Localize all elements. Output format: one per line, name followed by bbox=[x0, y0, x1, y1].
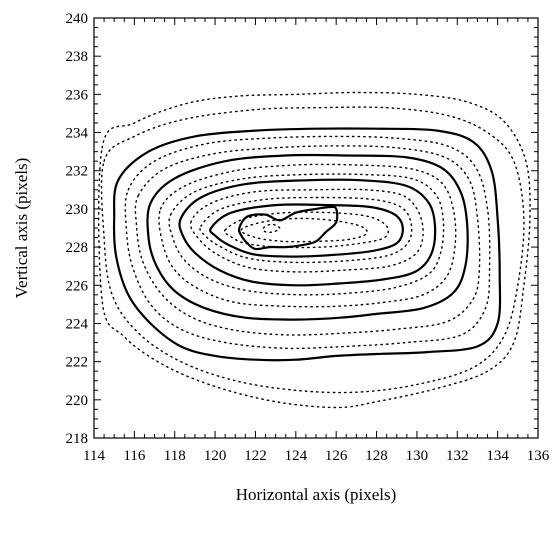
x-axis-title: Horizontal axis (pixels) bbox=[236, 485, 397, 504]
contour-3-solid bbox=[112, 127, 502, 362]
contour-14-dotted bbox=[240, 217, 368, 243]
contour-1-dotted bbox=[97, 91, 531, 409]
contour-13-dotted bbox=[223, 211, 390, 249]
y-tick-label: 232 bbox=[66, 164, 89, 180]
x-tick-label: 136 bbox=[527, 448, 550, 464]
y-tick-label: 234 bbox=[66, 126, 89, 142]
contour-5-dotted bbox=[134, 145, 481, 336]
x-tick-label: 130 bbox=[406, 448, 429, 464]
x-tick-label: 126 bbox=[325, 448, 348, 464]
y-tick-label: 236 bbox=[66, 87, 89, 103]
y-tick-label: 222 bbox=[66, 355, 89, 371]
x-tick-label: 132 bbox=[446, 448, 469, 464]
y-tick-label: 226 bbox=[66, 278, 89, 294]
x-tick-label: 124 bbox=[285, 448, 308, 464]
y-tick-label: 228 bbox=[66, 240, 89, 256]
contour-15-solid bbox=[237, 205, 339, 251]
x-tick-label: 134 bbox=[486, 448, 509, 464]
y-tick-label: 218 bbox=[66, 431, 89, 447]
x-tick-label: 122 bbox=[244, 448, 267, 464]
contour-9-solid bbox=[178, 178, 437, 287]
y-tick-label: 230 bbox=[66, 202, 89, 218]
contour-11-dotted bbox=[199, 196, 413, 264]
x-tick-label: 128 bbox=[365, 448, 388, 464]
plot-frame bbox=[93, 17, 539, 439]
axis-ticks bbox=[93, 17, 539, 439]
contour-8-dotted bbox=[168, 173, 445, 296]
x-tick-label: 120 bbox=[204, 448, 227, 464]
y-tick-label: 224 bbox=[66, 316, 89, 332]
contour-10-dotted bbox=[189, 188, 424, 273]
contour-12-solid bbox=[209, 203, 404, 258]
y-tick-label: 240 bbox=[66, 11, 89, 27]
x-tick-label: 116 bbox=[123, 448, 145, 464]
contour-16-dotted bbox=[262, 223, 281, 234]
contour-4-dotted bbox=[124, 135, 491, 350]
x-tick-label: 114 bbox=[83, 448, 105, 464]
axis-tick-labels: 114 116 118 120 122 124 126 128 130 132 134 136 218 2… bbox=[66, 11, 550, 464]
contour-lines bbox=[97, 91, 531, 409]
y-axis-title: Vertical axis (pixels) bbox=[12, 158, 31, 299]
contour-6-solid bbox=[146, 153, 469, 321]
y-tick-label: 238 bbox=[66, 49, 89, 65]
contour-2-dotted bbox=[100, 106, 525, 394]
x-tick-label: 118 bbox=[164, 448, 186, 464]
y-tick-label: 220 bbox=[66, 393, 89, 409]
